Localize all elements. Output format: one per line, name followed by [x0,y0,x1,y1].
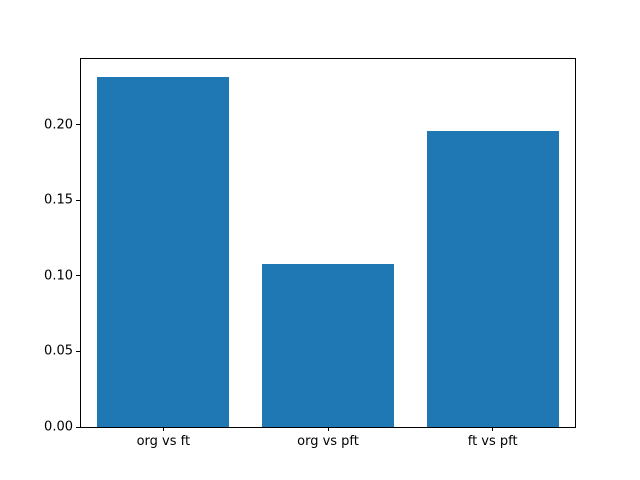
y-tick-label: 0.00 [44,419,73,435]
bar-ft-vs-pft [426,130,559,427]
y-tick-label: 0.15 [44,192,73,208]
x-tick-mark [492,427,494,431]
y-tick-label: 0.20 [44,117,73,133]
x-tick-mark [327,427,329,431]
x-tick-mark [162,427,164,431]
y-tick-mark [76,275,80,277]
y-tick-mark [76,426,80,428]
plot-area: 0.00 0.05 0.10 0.15 0.20 org vs ft org vs pft f… [44,58,576,448]
bar-org-vs-ft [97,76,230,427]
x-tick-label: org vs ft [136,434,191,449]
y-tick-mark [76,350,80,352]
x-tick-label: org vs pft [297,434,359,449]
y-tick-label: 0.10 [44,268,73,284]
y-tick-mark [76,199,80,201]
y-tick-label: 0.05 [44,343,73,359]
y-tick-mark [76,124,80,126]
bar-org-vs-pft [262,263,394,427]
x-tick-label: ft vs pft [467,434,518,449]
